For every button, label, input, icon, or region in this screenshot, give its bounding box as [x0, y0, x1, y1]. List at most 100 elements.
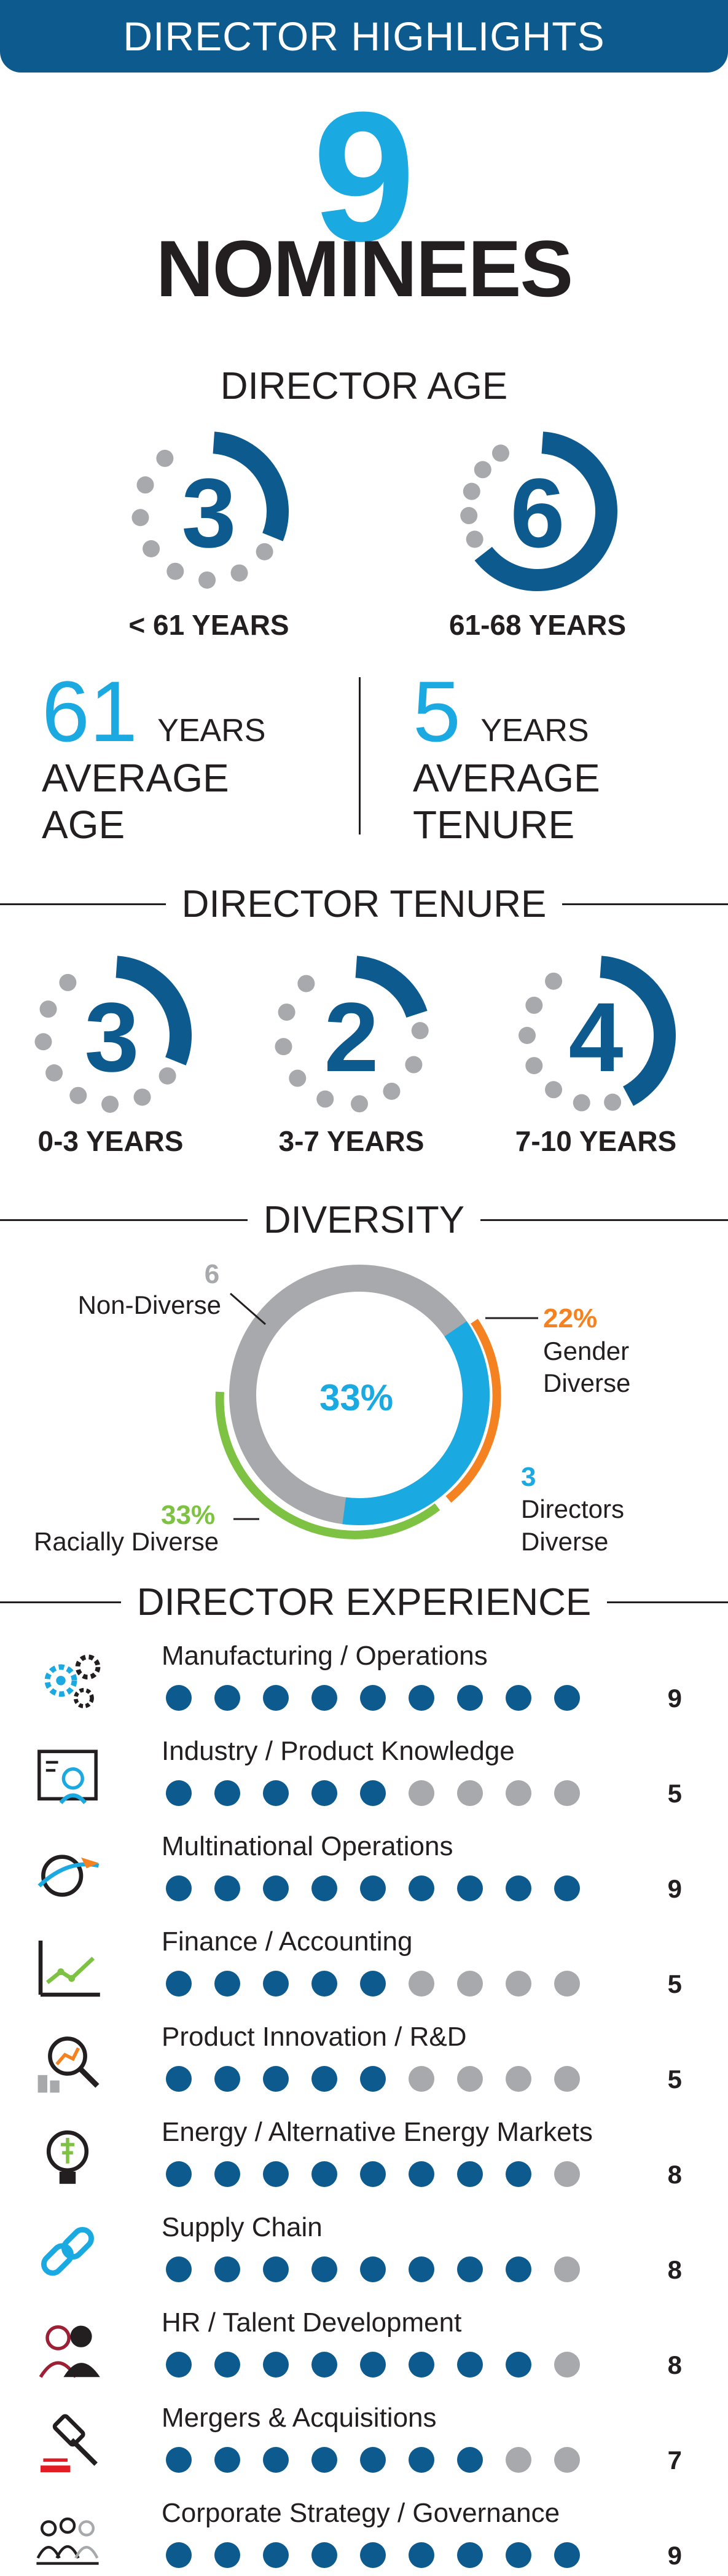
tenure-ring-7-10-graphic: 4	[519, 956, 676, 1112]
experience-label: Supply Chain	[162, 2212, 323, 2242]
experience-dot-empty	[409, 1780, 434, 1806]
engineer-icon	[34, 1743, 101, 1811]
experience-label: Manufacturing / Operations	[162, 1641, 488, 1671]
experience-count: 8	[667, 2255, 682, 2284]
experience-dot-filled	[360, 1971, 386, 1997]
experience-label: Corporate Strategy / Governance	[162, 2498, 560, 2528]
age-ring-61-68: 6	[452, 425, 624, 597]
ring-filled-arc	[115, 956, 192, 1066]
ring-remaining-dot	[69, 1086, 87, 1104]
experience-dot-filled	[311, 1780, 337, 1806]
ring-remaining-dot	[474, 461, 491, 479]
experience-dot-filled	[166, 2161, 192, 2187]
age-ring-under-61: 3	[123, 425, 295, 597]
ring-remaining-dot	[383, 1082, 401, 1100]
experience-dot-filled	[166, 2066, 192, 2092]
experience-label: Finance / Accounting	[162, 1926, 413, 1957]
experience-dot-filled	[457, 2256, 483, 2282]
experience-dot-empty	[409, 2066, 434, 2092]
experience-dot-filled	[166, 1971, 192, 1997]
experience-dot-filled	[263, 2161, 289, 2187]
ring-filled-arc	[355, 956, 428, 1018]
directors-diverse-count: 3	[521, 1462, 536, 1492]
ring-remaining-dot	[39, 1000, 57, 1018]
average-divider	[359, 677, 361, 834]
experience-dot-empty	[506, 1971, 531, 1997]
average-age-unit: YEARS	[157, 713, 266, 748]
donut-center-pct: 33%	[319, 1377, 393, 1418]
ring-remaining-dot	[297, 975, 315, 992]
experience-dot-filled	[457, 1875, 483, 1901]
experience-dot-filled	[263, 1971, 289, 1997]
experience-dot-filled	[263, 1780, 289, 1806]
experience-dot-empty	[457, 1971, 483, 1997]
director-tenure-title: DIRECTOR TENURE	[181, 882, 547, 925]
ring-remaining-dot	[256, 543, 273, 560]
experience-dot-filled	[214, 2447, 240, 2473]
ring-remaining-dot	[460, 507, 478, 525]
experience-dot-filled	[214, 1971, 240, 1997]
non-diverse-label: Non-Diverse	[78, 1290, 221, 1319]
experience-dot-filled	[409, 2256, 434, 2282]
experience-dot-filled	[506, 2352, 531, 2378]
experience-dot-filled	[263, 2542, 289, 2568]
experience-dot-filled	[506, 2542, 531, 2568]
experience-dot-empty	[554, 2447, 580, 2473]
experience-count: 5	[667, 1779, 682, 1808]
ring-count: 2	[324, 982, 379, 1092]
experience-dot-filled	[457, 2542, 483, 2568]
board-icon	[34, 2505, 101, 2573]
experience-dot-filled	[166, 2256, 192, 2282]
ring-remaining-dot	[316, 1090, 334, 1108]
heading-rule-left	[0, 1219, 248, 1221]
experience-dot-empty	[554, 1780, 580, 1806]
ring-remaining-dot	[573, 1094, 590, 1112]
donut-diverse-arc	[342, 1321, 490, 1526]
ring-remaining-dot	[133, 1088, 151, 1106]
tenure-label-7-10: 7-10 YEARS	[515, 1125, 677, 1157]
experience-dot-filled	[360, 1780, 386, 1806]
nominees-label: NOMINEES	[155, 224, 573, 313]
experience-dot-filled	[166, 1875, 192, 1901]
experience-dot-filled	[506, 1685, 531, 1711]
gender-label-1: Gender	[543, 1337, 629, 1365]
diversity-title: DIVERSITY	[263, 1198, 465, 1241]
racial-label: Racially Diverse	[34, 1527, 219, 1556]
experience-dot-filled	[263, 2256, 289, 2282]
experience-dot-filled	[360, 2066, 386, 2092]
ring-remaining-dot	[545, 972, 563, 990]
average-age-number: 61	[42, 663, 138, 760]
ring-count: 3	[182, 458, 237, 568]
ring-remaining-dot	[230, 564, 248, 582]
experience-label: Industry / Product Knowledge	[162, 1736, 515, 1766]
experience-dot-filled	[214, 2352, 240, 2378]
ring-remaining-dot	[466, 530, 483, 548]
experience-count: 8	[667, 2350, 682, 2379]
experience-dot-filled	[214, 1685, 240, 1711]
age-ring-61-68-graphic: 6	[460, 431, 617, 591]
experience-dot-filled	[360, 2542, 386, 2568]
ring-remaining-dot	[351, 1095, 369, 1113]
experience-dot-filled	[311, 1875, 337, 1901]
ring-remaining-dot	[34, 1033, 52, 1051]
experience-dot-filled	[506, 2161, 531, 2187]
lightbulb-icon	[34, 2124, 101, 2192]
ring-remaining-dot	[405, 1056, 423, 1074]
experience-dot-filled	[506, 2256, 531, 2282]
non-diverse-leader	[230, 1292, 266, 1325]
heading-rule-left	[0, 903, 166, 905]
average-tenure-label-2: TENURE	[413, 803, 575, 847]
donut-racial-arc	[215, 1391, 440, 1539]
experience-label: Product Innovation / R&D	[162, 2022, 467, 2052]
ring-remaining-dot	[156, 449, 174, 467]
ring-remaining-dot	[525, 996, 543, 1014]
ring-remaining-dot	[491, 444, 509, 462]
experience-dot-filled	[311, 2542, 337, 2568]
experience-dot-filled	[457, 2161, 483, 2187]
average-tenure-label-1: AVERAGE	[413, 756, 600, 800]
age-ring-under-61-graphic: 3	[131, 431, 289, 589]
experience-dot-filled	[457, 2352, 483, 2378]
chain-link-icon	[34, 2220, 101, 2287]
average-age-block: 61 YEARS AVERAGE AGE	[42, 669, 265, 848]
ring-remaining-dot	[604, 1093, 622, 1111]
